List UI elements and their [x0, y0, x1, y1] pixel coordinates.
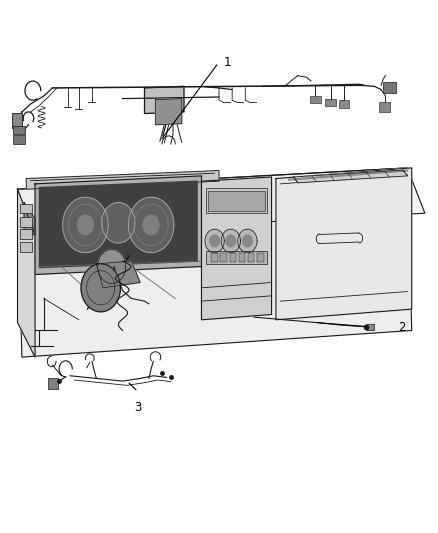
Bar — [366, 324, 374, 330]
Polygon shape — [18, 189, 35, 357]
Bar — [211, 253, 218, 262]
Polygon shape — [210, 235, 219, 247]
Polygon shape — [81, 264, 120, 312]
Bar — [220, 253, 227, 262]
Polygon shape — [96, 261, 140, 288]
Polygon shape — [205, 229, 224, 253]
Polygon shape — [39, 181, 197, 268]
Bar — [20, 204, 32, 213]
Bar — [310, 96, 321, 103]
Bar — [20, 242, 32, 252]
Polygon shape — [78, 215, 93, 235]
Bar — [248, 253, 254, 262]
Bar — [206, 188, 267, 213]
Polygon shape — [24, 203, 35, 235]
Polygon shape — [35, 176, 201, 274]
Polygon shape — [276, 168, 412, 320]
Bar — [257, 253, 264, 262]
Bar — [379, 102, 390, 112]
Text: 3: 3 — [134, 401, 141, 414]
Polygon shape — [128, 197, 174, 253]
Bar — [12, 113, 22, 128]
Polygon shape — [238, 229, 257, 253]
Polygon shape — [226, 235, 236, 247]
Bar — [208, 191, 265, 211]
Bar — [383, 82, 396, 93]
Polygon shape — [143, 215, 159, 235]
Polygon shape — [201, 177, 272, 320]
Bar — [20, 229, 32, 239]
Polygon shape — [26, 171, 219, 189]
Polygon shape — [145, 86, 184, 114]
Polygon shape — [293, 170, 407, 183]
Bar — [325, 99, 336, 106]
Text: 1: 1 — [223, 56, 231, 69]
Polygon shape — [155, 99, 182, 125]
Bar — [339, 100, 349, 108]
Text: 2: 2 — [399, 321, 406, 334]
Polygon shape — [63, 197, 108, 253]
Polygon shape — [18, 168, 412, 357]
Bar — [20, 217, 32, 227]
Polygon shape — [98, 249, 126, 284]
Polygon shape — [243, 235, 252, 247]
Bar — [48, 378, 58, 389]
Bar — [13, 135, 25, 144]
Bar — [239, 253, 245, 262]
Bar — [206, 251, 267, 264]
Polygon shape — [102, 203, 135, 243]
Polygon shape — [18, 168, 425, 235]
Polygon shape — [221, 229, 240, 253]
Bar — [13, 126, 25, 134]
Bar — [230, 253, 236, 262]
